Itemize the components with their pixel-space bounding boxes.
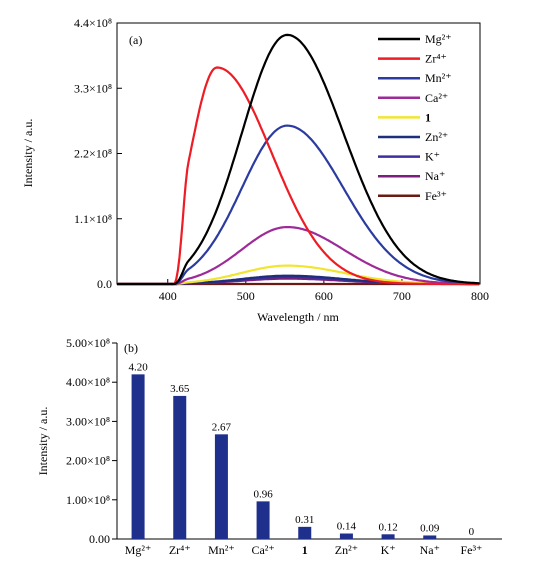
panel-b-y-tick-label: 5.00×10⁸: [66, 336, 110, 350]
panel-b-data-label: 0.96: [253, 488, 273, 500]
panel-b-data-label: 3.65: [170, 383, 190, 395]
panel-a-label: (a): [129, 33, 142, 47]
panel-a-y-tick-label: 2.2×10⁸: [74, 147, 112, 161]
panel-b-y-tick-label: 3.00×10⁸: [66, 414, 110, 428]
panel-b-bar: [381, 534, 395, 539]
panel-b-y-tick-label: 2.00×10⁸: [66, 454, 110, 468]
panel-b-bar: [173, 395, 187, 539]
panel-a-y-tick-label: 3.3×10⁸: [74, 81, 112, 95]
panel-b-category-label: Fe³⁺: [460, 543, 482, 557]
panel-a-legend-label: K⁺: [425, 150, 440, 164]
panel-a-x-tick-label: 600: [315, 289, 333, 303]
panel-a-x-axis-title: Wavelength / nm: [257, 310, 339, 324]
panel-b-category-label: Zn²⁺: [335, 543, 358, 557]
panel-b-y-axis-title: Intensity / a.u.: [36, 407, 50, 476]
panel-b-label: (b): [124, 341, 138, 355]
panel-b-category-label: Ca²⁺: [251, 543, 274, 557]
panel-a-y-tick-label: 0.0: [97, 277, 112, 291]
panel-a-legend-label: 1: [425, 110, 431, 124]
panel-b-bar: [298, 526, 312, 539]
panel-a-legend-label: Zn²⁺: [425, 130, 448, 144]
panel-b-category-label: Zr⁴⁺: [169, 543, 191, 557]
panel-a-legend-label: Zr⁴⁺: [425, 52, 447, 66]
panel-b-bars: 4.20 3.65 2.67 0.96 0.31 0.14 0.12 0.09 0: [128, 361, 475, 539]
panel-b-y-tick-label: 0.00: [89, 532, 110, 546]
panel-b-category-label: K⁺: [381, 543, 396, 557]
panel-b-data-label: 0.14: [337, 521, 357, 533]
panel-a-legend-label: Na⁺: [425, 169, 445, 183]
panel-b-y-ticks: 0.00 1.00×10⁸ 2.00×10⁸ 3.00×10⁸ 4.00×10⁸ 5.00…: [66, 336, 117, 546]
panel-a-legend: Mg²⁺ Zr⁴⁺ Mn²⁺ Ca²⁺ 1 Zn²⁺ K⁺ Na⁺ Fe³⁺: [378, 32, 452, 203]
panel-a: (a) Wavelength / nm Intensity / a.u. 0.0…: [21, 16, 489, 324]
panel-a-x-tick-label: 800: [471, 289, 489, 303]
panel-a-y-tick-label: 1.1×10⁸: [74, 212, 112, 226]
panel-a-legend-label: Ca²⁺: [425, 91, 448, 105]
panel-a-y-axis-title: Intensity / a.u.: [21, 119, 35, 188]
panel-b-bar: [423, 535, 437, 539]
panel-a-x-tick-label: 400: [159, 289, 177, 303]
panel-a-x-tick-label: 500: [237, 289, 255, 303]
panel-b-bar: [256, 501, 270, 539]
panel-b-x-category-labels: Mg²⁺ Zr⁴⁺ Mn²⁺ Ca²⁺ 1 Zn²⁺ K⁺ Na⁺ Fe³⁺: [125, 543, 483, 557]
panel-b-y-tick-label: 1.00×10⁸: [66, 493, 110, 507]
panel-b-bar: [214, 434, 228, 539]
panel-a-series-line: [117, 66, 480, 286]
panel-a-y-tick-label: 4.4×10⁸: [74, 16, 112, 30]
panel-b-category-label: 1: [302, 543, 308, 557]
panel-b-data-label: 0.31: [295, 514, 314, 526]
panel-a-series-lines: [117, 33, 480, 286]
panel-b-y-tick-label: 4.00×10⁸: [66, 375, 110, 389]
panel-b-bar: [339, 533, 353, 539]
panel-a-y-ticks: 0.0 1.1×10⁸ 2.2×10⁸ 3.3×10⁸ 4.4×10⁸: [74, 16, 122, 291]
panel-b: (b) Intensity / a.u. 0.00 1.00×10⁸ 2.00×10…: [36, 336, 502, 557]
panel-b-category-label: Na⁺: [420, 543, 440, 557]
panel-a-series-line: [117, 33, 480, 286]
panel-b-bar: [131, 374, 145, 539]
panel-b-data-label: 2.67: [212, 421, 232, 433]
panel-a-legend-label: Mn²⁺: [425, 71, 452, 85]
panel-a-x-tick-label: 700: [393, 289, 411, 303]
panel-b-category-label: Mg²⁺: [125, 543, 152, 557]
panel-a-legend-label: Mg²⁺: [425, 32, 452, 46]
panel-a-legend-label: Fe³⁺: [425, 189, 447, 203]
panel-b-data-label: 4.20: [128, 361, 148, 373]
panel-b-data-label: 0: [469, 526, 475, 538]
panel-b-category-label: Mn²⁺: [208, 543, 235, 557]
panel-b-data-label: 0.09: [420, 522, 440, 534]
panel-b-data-label: 0.12: [378, 521, 397, 533]
